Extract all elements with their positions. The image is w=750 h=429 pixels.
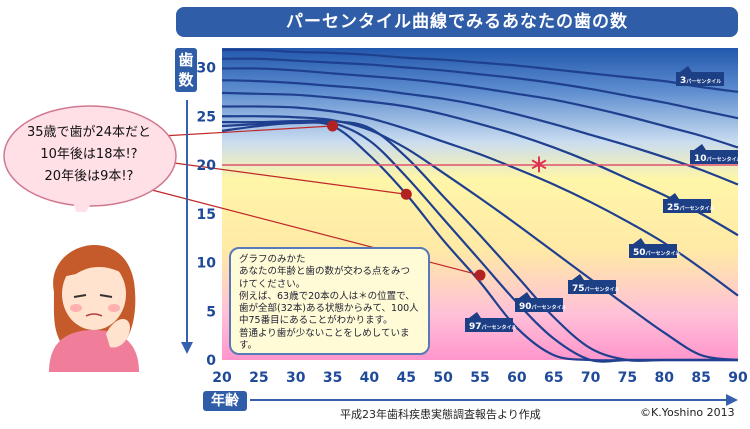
label-box-50 <box>629 238 677 258</box>
x-tick-20: 20 <box>212 370 232 386</box>
bubble-line-1: 35歳で歯が24本だと <box>26 125 152 140</box>
asterisk-marker: ＊ <box>529 153 549 177</box>
bubble-text: 35歳で歯が24本だと 10年後は18本!? 20年後は9本!? <box>14 122 164 188</box>
x-axis-arrowhead <box>726 394 738 406</box>
percentile-curve-6 <box>221 115 739 362</box>
percentile-label-97: 97パーセンタイル <box>469 322 517 332</box>
how-to-read-note: グラフのみかた あなたの年齢と歯の数が交わる点をみつ けてください。 例えば、6… <box>229 247 430 355</box>
y-tick-15: 15 <box>197 207 216 223</box>
x-tick-50: 50 <box>433 370 453 386</box>
x-tick-40: 40 <box>360 370 380 386</box>
percentile-curve-3 <box>221 79 739 186</box>
percentile-label-90: 90パーセンタイル <box>519 302 567 312</box>
x-tick-60: 60 <box>507 370 527 386</box>
label-box-97 <box>465 312 513 332</box>
label-box-25 <box>663 193 711 213</box>
y-tick-0: 0 <box>206 353 216 369</box>
note-line-1: グラフのみかた <box>239 254 306 265</box>
woman-illustration <box>49 244 139 372</box>
percentile-curve-1 <box>221 57 739 120</box>
x-tick-45: 45 <box>397 370 416 386</box>
x-tick-90: 90 <box>728 370 748 386</box>
x-tick-70: 70 <box>581 370 601 386</box>
note-line-5: 歯が全部(32本)ある状態からみて、100人 <box>239 303 419 315</box>
y-tick-25: 25 <box>197 109 216 125</box>
markers-group: ＊ <box>327 120 549 281</box>
x-tick-75: 75 <box>618 370 637 386</box>
bubble-line-2: 10年後は18本!? <box>40 147 138 162</box>
percentile-curve-5 <box>221 105 739 297</box>
label-box-10 <box>690 144 738 164</box>
axes-group: 0 5 10 15 20 25 30 20 25 30 35 40 45 50 55 60 65 70 75 80 85… <box>181 61 748 406</box>
y-tick-20: 20 <box>197 158 217 174</box>
label-box-75 <box>568 274 616 294</box>
percentile-curves <box>221 48 739 363</box>
y-tick-30: 30 <box>197 61 217 77</box>
percentile-curve-2 <box>221 67 739 149</box>
x-tick-55: 55 <box>470 370 489 386</box>
note-line-7: 普通より歯が少ないことをしめしています。 <box>239 327 410 352</box>
speech-bubble <box>3 105 177 212</box>
marker-2 <box>474 269 486 281</box>
chart-title: パーセンタイル曲線でみるあなたの歯の数 <box>176 7 738 37</box>
percentile-label-10: 10パーセンタイル <box>694 154 742 164</box>
label-box-3 <box>676 66 724 86</box>
note-line-2: あなたの年齢と歯の数が交わる点をみつ <box>239 266 411 278</box>
percentile-curve-0 <box>221 48 739 93</box>
percentile-curve-4 <box>221 91 739 237</box>
y-axis-arrowhead <box>181 342 193 354</box>
percentile-label-3: 3パーセンタイル <box>680 76 721 86</box>
x-tick-85: 85 <box>691 370 710 386</box>
bubble-line-3: 20年後は9本!? <box>44 169 134 184</box>
percentile-label-25: 25パーセンタイル <box>667 203 715 213</box>
label-box-90 <box>515 292 563 312</box>
pointer-line-1 <box>151 159 407 195</box>
percentile-labels: 3パーセンタイル 10パーセンタイル 25パーセンタイル 50パーセンタイル 75パーセ… <box>465 66 742 332</box>
x-tick-30: 30 <box>286 370 306 386</box>
percentile-label-75: 75パーセンタイル <box>572 284 620 294</box>
marker-0 <box>327 120 339 132</box>
source-note: 平成23年歯科疾患実態調査報告より作成 <box>340 408 541 421</box>
x-tick-35: 35 <box>323 370 342 386</box>
x-axis-title: 年齢 <box>203 391 247 411</box>
copyright: ©K.Yoshino 2013 <box>640 406 735 419</box>
note-line-6: 中75番目にあることがわかります。 <box>239 315 393 327</box>
y-tick-5: 5 <box>206 304 216 320</box>
y-tick-10: 10 <box>197 256 217 272</box>
x-tick-65: 65 <box>544 370 563 386</box>
note-line-3: けてください。 <box>239 278 306 290</box>
percentile-curve-9 <box>221 121 738 362</box>
pointer-line-0 <box>161 125 333 137</box>
note-line-4: 例えば、63歳で20本の人は＊の位置で、 <box>239 290 415 302</box>
marker-1 <box>400 188 412 200</box>
y-axis-title: 歯数 <box>175 48 197 92</box>
percentile-label-50: 50パーセンタイル <box>633 248 681 258</box>
x-tick-25: 25 <box>249 370 268 386</box>
x-tick-80: 80 <box>655 370 675 386</box>
